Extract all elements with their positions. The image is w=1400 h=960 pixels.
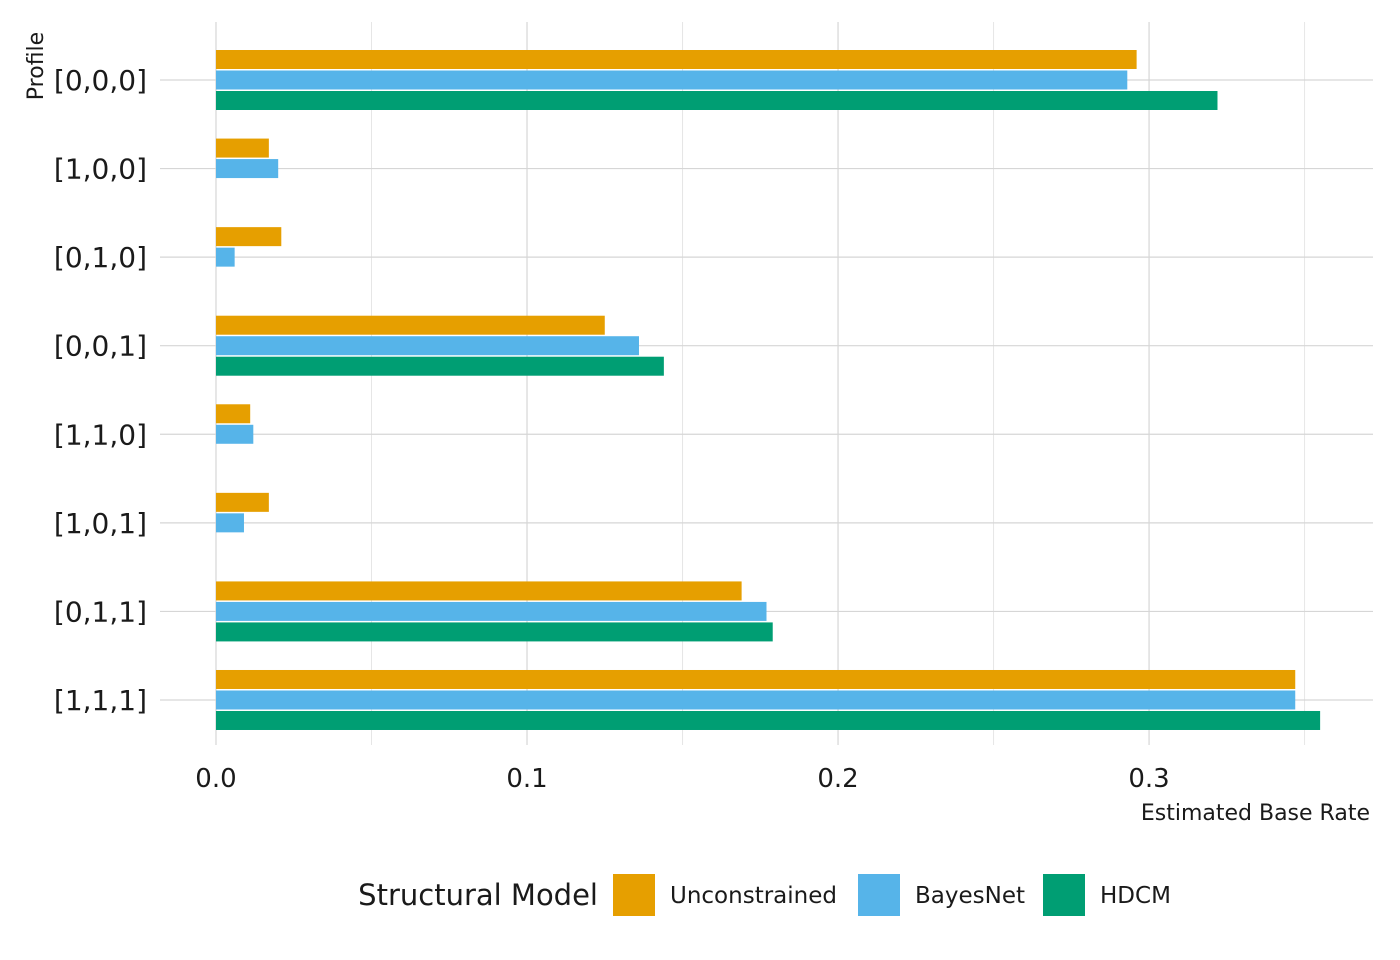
y-tick-label: [1,1,0]	[54, 418, 147, 451]
bar	[215, 404, 251, 424]
bar	[215, 513, 244, 533]
bar	[215, 227, 282, 247]
x-tick-label: 0.0	[195, 764, 236, 794]
bar	[215, 690, 1296, 710]
legend-title: Structural Model	[358, 878, 598, 912]
x-tick-labels: 0.0 0.1 0.2 0.3	[195, 764, 1169, 794]
bar	[215, 356, 664, 376]
bar	[215, 159, 279, 179]
bar	[215, 247, 235, 267]
x-tick-label: 0.2	[817, 764, 858, 794]
legend-key	[1043, 874, 1085, 916]
x-tick-label: 0.1	[506, 764, 547, 794]
y-tick-label: [1,0,0]	[54, 153, 147, 186]
y-tick-label: [0,1,1]	[54, 595, 147, 628]
legend-label: HDCM	[1100, 883, 1171, 909]
bar	[215, 622, 773, 642]
y-axis-title: Profile	[24, 32, 49, 100]
x-tick-label: 0.3	[1128, 764, 1169, 794]
bar	[215, 315, 605, 335]
y-tick-label: [0,0,1]	[54, 330, 147, 363]
bars	[215, 50, 1321, 730]
legend-label: BayesNet	[915, 883, 1025, 909]
bar	[215, 336, 639, 356]
bar	[215, 50, 1137, 69]
bar	[215, 581, 742, 601]
bar	[215, 669, 1296, 689]
y-tick-label: [1,1,1]	[54, 684, 147, 717]
legend: Structural Model Unconstrained BayesNet HD…	[358, 874, 1171, 916]
y-tick-labels: [0,0,0] [1,0,0] [0,1,0] [0,0,1] [1,1,0] [1,0,…	[54, 64, 147, 717]
y-tick-label: [0,0,0]	[54, 64, 147, 97]
y-tick-label: [0,1,0]	[54, 241, 147, 274]
x-axis-title: Estimated Base Rate	[1141, 801, 1370, 826]
bar	[215, 91, 1218, 110]
y-tick-label: [1,0,1]	[54, 507, 147, 540]
bar	[215, 710, 1321, 730]
bar	[215, 424, 254, 444]
legend-label: Unconstrained	[670, 883, 837, 909]
bar	[215, 70, 1128, 90]
bar	[215, 138, 269, 158]
legend-key	[858, 874, 900, 916]
bar	[215, 492, 269, 512]
bar	[215, 601, 767, 621]
legend-key	[613, 874, 655, 916]
